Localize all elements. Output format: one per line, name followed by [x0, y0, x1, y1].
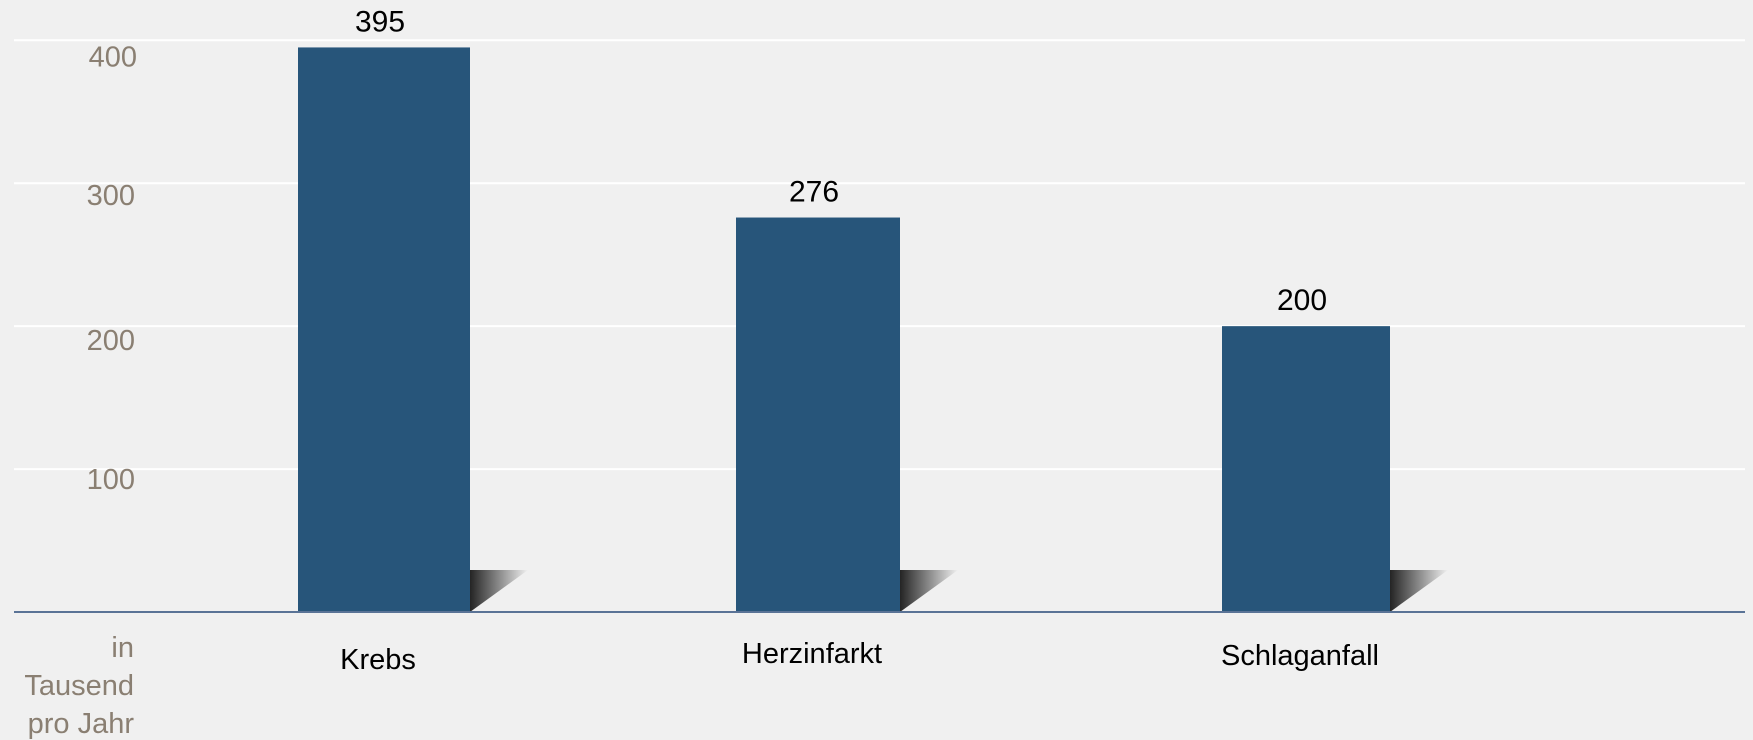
bar-shadow: [470, 570, 528, 612]
bar-shadow: [900, 570, 958, 612]
category-label: Herzinfarkt: [742, 638, 882, 670]
unit-label-line: in: [111, 632, 134, 664]
bar-schlaganfall: [1222, 326, 1390, 612]
bar-krebs: [298, 47, 470, 612]
y-tick-label: 200: [87, 325, 135, 357]
unit-label-line: Tausend: [24, 670, 134, 702]
y-tick-label: 400: [89, 41, 137, 73]
y-tick-label: 300: [87, 180, 135, 212]
y-tick-labels: 100 200 300 400: [87, 41, 137, 496]
y-unit-label: in Tausend pro Jahr: [24, 632, 134, 740]
category-labels: Krebs Herzinfarkt Schlaganfall: [340, 638, 1379, 676]
unit-label-line: pro Jahr: [28, 708, 135, 740]
value-label: 200: [1277, 284, 1327, 317]
category-label: Krebs: [340, 644, 416, 676]
value-labels: 395 276 200: [355, 5, 1327, 317]
value-label: 276: [789, 176, 839, 209]
y-tick-label: 100: [87, 464, 135, 496]
bar-shadow: [1390, 570, 1448, 612]
bar-herzinfarkt: [736, 217, 900, 612]
bars: [298, 47, 1390, 612]
value-label: 395: [355, 5, 405, 38]
category-label: Schlaganfall: [1221, 640, 1379, 672]
bar-shadows: [470, 570, 1448, 612]
